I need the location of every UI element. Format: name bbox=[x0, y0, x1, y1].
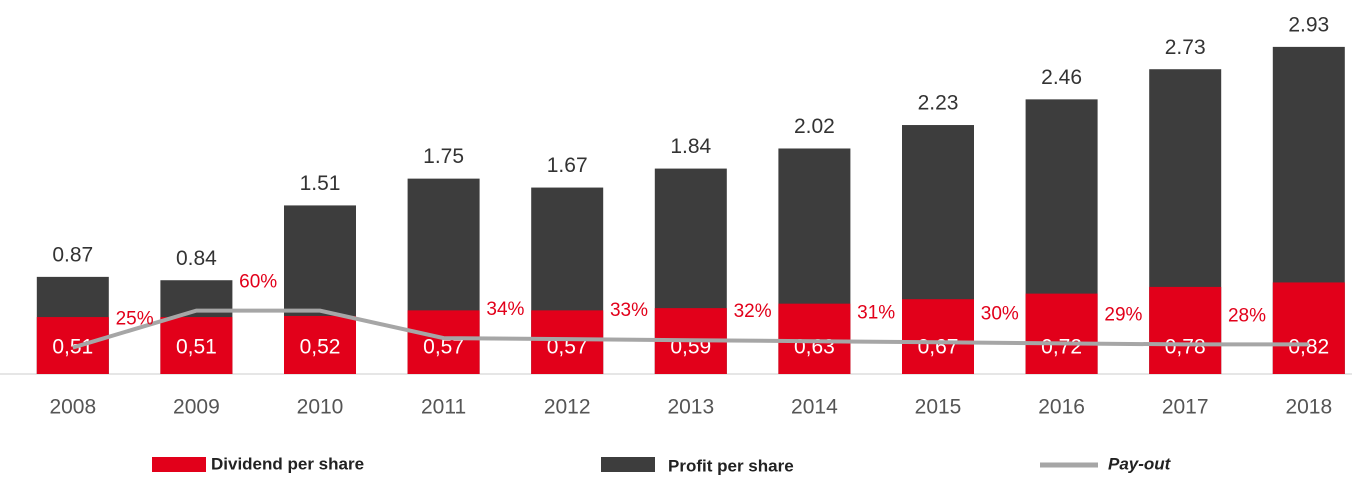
dividend-label: 0,72 bbox=[1041, 336, 1082, 359]
legend-label: Pay-out bbox=[1108, 454, 1172, 473]
dividend-label: 0,52 bbox=[300, 336, 341, 359]
dividend-label: 0,51 bbox=[176, 336, 217, 359]
legend-label: Profit per share bbox=[668, 456, 794, 475]
payout-label: 32% bbox=[734, 301, 772, 322]
x-tick-label: 2011 bbox=[421, 396, 466, 419]
profit-label: 2.93 bbox=[1288, 13, 1329, 36]
dividend-label: 0,63 bbox=[794, 336, 835, 359]
legend-swatch bbox=[601, 457, 655, 472]
profit-label: 2.73 bbox=[1165, 36, 1206, 59]
x-tick-label: 2009 bbox=[173, 396, 220, 419]
x-tick-label: 2013 bbox=[667, 396, 714, 419]
payout-label: 25% bbox=[116, 309, 154, 330]
profit-label: 0.84 bbox=[176, 247, 217, 270]
x-tick-label: 2016 bbox=[1038, 396, 1085, 419]
profit-label: 1.84 bbox=[670, 135, 711, 158]
profit-label: 1.75 bbox=[423, 145, 464, 168]
profit-label: 0.87 bbox=[52, 243, 93, 266]
x-tick-label: 2015 bbox=[915, 396, 962, 419]
dividend-bar bbox=[1025, 293, 1098, 374]
dividend-bar bbox=[531, 310, 604, 374]
x-tick-label: 2010 bbox=[297, 396, 344, 419]
payout-label: 33% bbox=[610, 300, 648, 321]
payout-label: 60% bbox=[239, 272, 277, 293]
profit-label: 2.23 bbox=[918, 92, 959, 115]
x-tick-label: 2012 bbox=[544, 396, 591, 419]
legend-swatch bbox=[152, 457, 206, 472]
dividend-bar bbox=[778, 303, 851, 374]
x-tick-label: 2018 bbox=[1285, 396, 1332, 419]
dividend-bar bbox=[407, 310, 480, 374]
dividend-bar bbox=[284, 315, 356, 374]
dividend-bar bbox=[1272, 282, 1345, 374]
payout-label: 30% bbox=[981, 303, 1019, 324]
payout-label: 31% bbox=[857, 302, 895, 323]
dividend-label: 0,78 bbox=[1165, 336, 1206, 359]
payout-label: 34% bbox=[486, 299, 524, 320]
profit-label: 2.02 bbox=[794, 115, 835, 138]
dividend-bar bbox=[1149, 286, 1222, 374]
payout-line bbox=[72, 308, 1309, 350]
dividend-bar bbox=[160, 317, 233, 374]
legend-label: Dividend per share bbox=[211, 454, 364, 473]
x-tick-label: 2017 bbox=[1162, 396, 1209, 419]
dividend-bar bbox=[902, 299, 974, 374]
x-tick-label: 2008 bbox=[49, 396, 96, 419]
profit-label: 1.51 bbox=[300, 172, 341, 195]
dividend-label: 0,67 bbox=[918, 336, 959, 359]
payout-label: 28% bbox=[1228, 305, 1266, 326]
dividend-label: 0,57 bbox=[423, 336, 464, 359]
profit-label: 2.46 bbox=[1041, 66, 1082, 89]
payout-label: 29% bbox=[1104, 304, 1142, 325]
dividend-label: 0,57 bbox=[547, 336, 588, 359]
dividend-label: 0,82 bbox=[1288, 336, 1329, 359]
x-tick-label: 2014 bbox=[791, 396, 838, 419]
profit-label: 1.67 bbox=[547, 154, 588, 177]
